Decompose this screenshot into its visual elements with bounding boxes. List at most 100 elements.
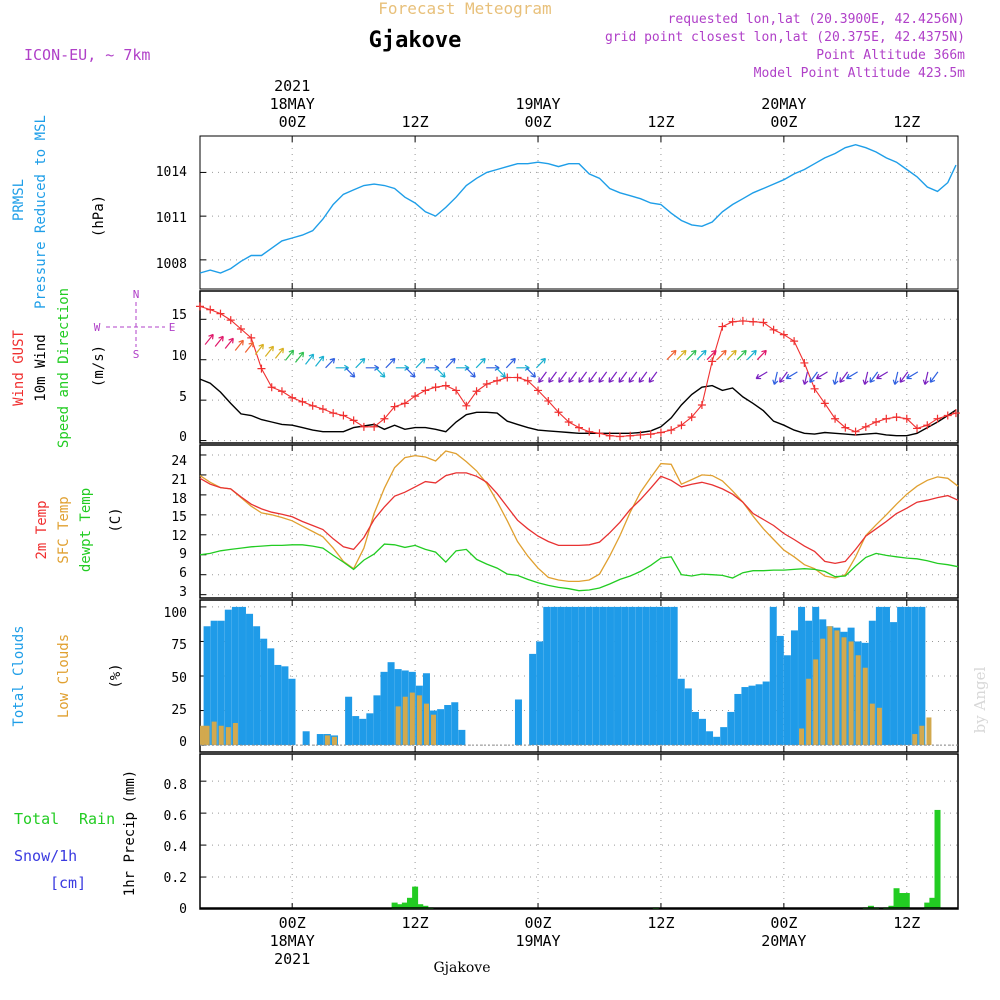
gust-marker (759, 318, 768, 327)
location-title: Gjakove (369, 28, 462, 53)
wind-dir-label: Speed and Direction (56, 288, 72, 448)
total-cloud-bar (684, 688, 692, 746)
gust-label: Wind GUST (11, 330, 27, 406)
model-altitude: Model Point Altitude 423.5m (754, 66, 965, 81)
total-cloud-bar (267, 648, 275, 746)
total-cloud-bar (366, 713, 374, 746)
wind-arrow (608, 371, 618, 383)
total-cloud-bar (713, 736, 721, 746)
wind-arrow (355, 357, 366, 369)
wind-arrow (638, 371, 648, 383)
gust-marker (390, 402, 399, 411)
time-label: 12Z (402, 914, 429, 932)
wind-arrow (832, 371, 839, 385)
gust-marker (257, 364, 266, 373)
total-cloud-bar (776, 635, 784, 746)
low-cloud-bar (799, 728, 805, 746)
total-cloud-bar (606, 606, 614, 746)
total-cloud-bar (670, 606, 678, 746)
wind-arrow (224, 337, 234, 349)
gust-marker (482, 379, 491, 388)
wind-arrow (892, 371, 899, 385)
temperature-panel (199, 444, 959, 599)
wind-arrow (876, 371, 889, 380)
gust-marker (800, 358, 809, 367)
gust-marker (923, 421, 932, 430)
total-cloud-bar (514, 699, 522, 746)
wind10m-label: 10m Wind (33, 334, 49, 401)
gust-marker (370, 422, 379, 431)
total-cloud-bar (529, 653, 537, 746)
wind-arrow (568, 371, 578, 383)
gust-marker (615, 432, 624, 441)
gust-marker (933, 414, 942, 423)
gust-marker (247, 333, 256, 342)
rain-bar (898, 893, 905, 909)
wind-arrow (445, 357, 456, 369)
total-cloud-bar (536, 641, 544, 746)
total-cloud-bar (458, 729, 466, 746)
rain-bar (929, 897, 936, 909)
rain-bar (934, 809, 941, 909)
cloud-tick: 50 (171, 671, 187, 686)
total-cloud-bar (564, 606, 572, 746)
low-cloud-bar (848, 641, 854, 746)
snow-unit-label: [cm] (50, 874, 86, 892)
rain-bar (903, 893, 910, 909)
total-cloud-bar (550, 606, 558, 746)
wind-arrow (736, 349, 747, 361)
gust-marker (339, 411, 348, 420)
wind-arrow (598, 371, 608, 383)
total-cloud-bar (720, 727, 728, 746)
total-cloud-bar (359, 718, 367, 746)
gust-marker (206, 305, 215, 314)
total-cloud-bar (727, 711, 735, 746)
sfc-label: SFC Temp (56, 496, 72, 563)
gust-marker (400, 399, 409, 408)
time-gridlines (291, 136, 908, 909)
gust-marker (667, 426, 676, 435)
wind-y-axis: 15 10 5 0 (171, 308, 187, 445)
wind-panel (199, 290, 959, 444)
low-cloud-bar (324, 735, 330, 746)
wind-arrow (535, 357, 547, 369)
rain-bar (417, 904, 424, 909)
gust-marker (943, 411, 952, 420)
low-cloud-bar (834, 630, 840, 746)
wind-tick: 0 (179, 430, 187, 445)
wind-arrow (495, 367, 506, 378)
compass-s: S (133, 348, 140, 361)
t2m-label: 2m Temp (34, 500, 50, 559)
precip-y-axis: 0.8 0.6 0.4 0.2 0 (164, 778, 188, 917)
precip-tick: 0.8 (164, 778, 187, 793)
low-cloud-bar (813, 659, 819, 746)
wind-arrow (548, 371, 557, 383)
wind-arrow (772, 371, 779, 385)
temp-tick: 21 (171, 473, 187, 488)
wind-arrow (815, 371, 828, 380)
low-cloud-bar (416, 695, 422, 746)
value-gridlines (200, 171, 958, 878)
low-cloud-bar (862, 667, 868, 746)
wind-arrow (204, 333, 214, 345)
wind-direction-arrows (204, 333, 939, 385)
wind-arrow (628, 371, 638, 383)
compass-e: E (169, 321, 176, 334)
pressure-line (199, 143, 957, 274)
low-cloud-bar (876, 707, 882, 746)
wind-arrow (505, 357, 516, 369)
credit-watermark: by Angel (971, 666, 989, 733)
time-label: 00Z (279, 914, 306, 932)
time-label: 00Z (524, 914, 551, 932)
gust-marker (677, 421, 686, 430)
gust-marker (462, 401, 471, 410)
compass-w: W (94, 321, 101, 334)
gust-marker (872, 417, 881, 426)
wind-arrow (869, 371, 879, 383)
total-cloud-bar (798, 606, 806, 746)
time-label: 12Z (893, 113, 920, 131)
total-cloud-bar (875, 606, 883, 746)
time-label: 12Z (647, 914, 674, 932)
meteogram-title: Forecast Meteogram (378, 0, 551, 18)
wind-arrow (244, 341, 254, 353)
